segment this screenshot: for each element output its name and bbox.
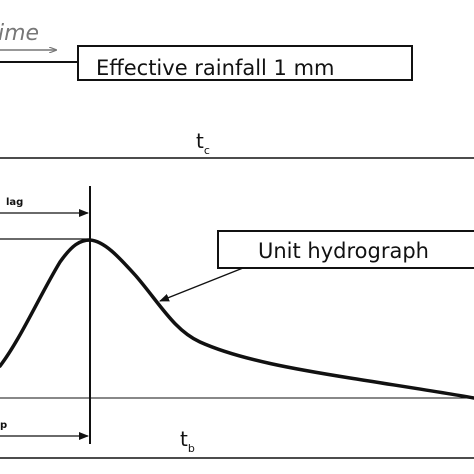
tb-label: tb	[180, 427, 195, 455]
tc-base: t	[196, 129, 204, 153]
lag-label: lag	[6, 197, 23, 208]
effective-rainfall-label: Effective rainfall 1 mm	[96, 56, 335, 80]
unit-hydrograph-curve	[0, 238, 474, 400]
tc-subscript: c	[204, 144, 210, 157]
tb-base: t	[180, 427, 188, 451]
effective-rainfall-box	[77, 45, 413, 81]
hydrograph-pointer-arrow	[159, 267, 244, 302]
time-label: ime	[0, 21, 39, 46]
tb-subscript: b	[188, 442, 195, 455]
tc-label: tc	[196, 129, 210, 157]
tp-label: p	[0, 420, 7, 431]
unit-hydrograph-label: Unit hydrograph	[258, 239, 429, 263]
rainfall-connector	[0, 50, 79, 63]
unit-hydrograph-box	[217, 230, 474, 269]
